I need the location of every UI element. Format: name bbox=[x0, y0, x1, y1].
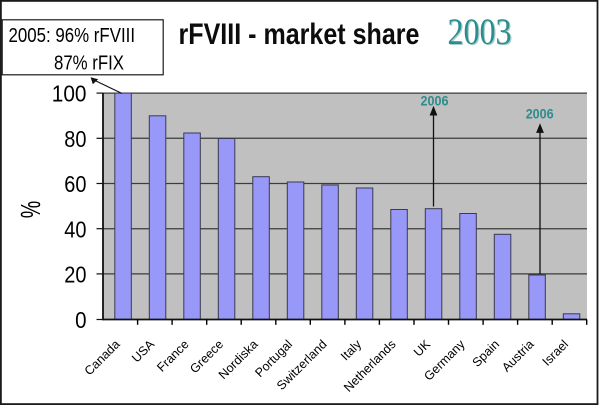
svg-text:20: 20 bbox=[64, 262, 86, 288]
svg-text:2006: 2006 bbox=[421, 93, 449, 109]
svg-text:2005: 96% rFVIII: 2005: 96% rFVIII bbox=[9, 25, 136, 47]
svg-text:80: 80 bbox=[64, 126, 86, 152]
svg-text:60: 60 bbox=[64, 171, 86, 197]
svg-text:2006: 2006 bbox=[526, 106, 554, 122]
svg-text:0: 0 bbox=[75, 307, 86, 333]
svg-text:87% rFIX: 87% rFIX bbox=[54, 53, 124, 75]
svg-text:2003: 2003 bbox=[448, 11, 512, 52]
svg-text:2003: 2003 bbox=[449, 12, 513, 53]
svg-text:40: 40 bbox=[64, 216, 86, 242]
svg-text:100: 100 bbox=[52, 81, 87, 107]
svg-text:%: % bbox=[15, 201, 46, 219]
svg-text:rFVIII - market share: rFVIII - market share bbox=[179, 18, 420, 51]
